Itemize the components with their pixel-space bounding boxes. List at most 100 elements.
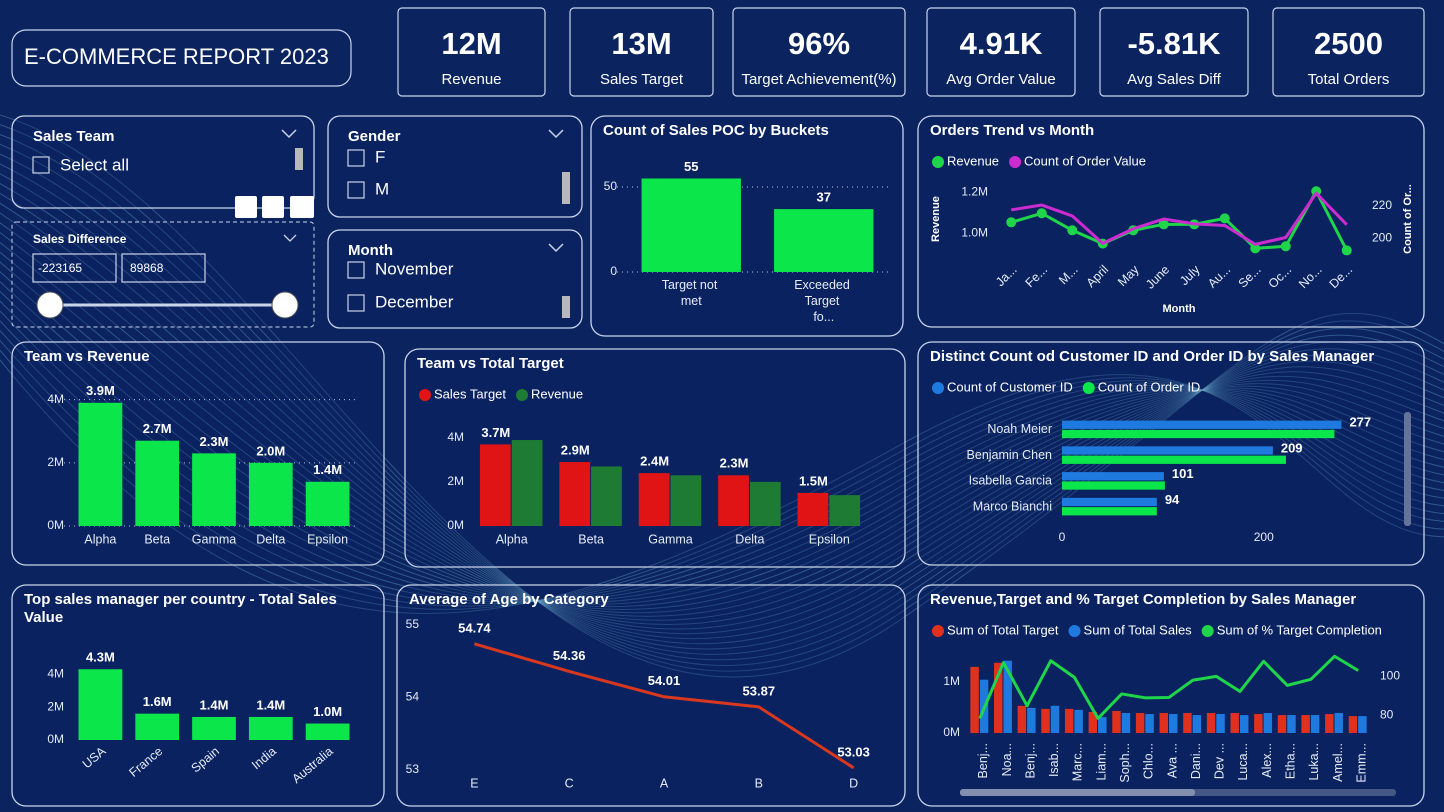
chart-panel (11, 584, 385, 807)
wave (0, 232, 1444, 617)
wave (0, 339, 1444, 607)
legend-label: Revenue (531, 386, 583, 401)
x-category-label: Target not met (662, 278, 721, 308)
bar (1062, 472, 1164, 481)
scrollbar[interactable] (295, 148, 303, 170)
scrollbar[interactable] (960, 789, 1195, 796)
report-title-box (11, 29, 352, 87)
more-icon[interactable] (290, 196, 314, 218)
bar (1358, 716, 1367, 733)
y2-tick-label: 80 (1380, 708, 1394, 722)
point (1219, 213, 1230, 224)
bar (591, 466, 622, 526)
point (1280, 241, 1291, 252)
filter-icon[interactable] (235, 196, 257, 218)
x-category-label: Benj... (976, 743, 990, 778)
y-tick-label: 50 (604, 179, 618, 193)
bar (1027, 707, 1036, 733)
legend-marker (1201, 625, 1214, 637)
legend-label: Sum of Total Sales (1084, 622, 1193, 637)
chevron[interactable] (548, 129, 564, 139)
y-tick-label: 2M (47, 455, 64, 469)
checkbox[interactable] (347, 149, 365, 167)
bar (994, 662, 1003, 733)
kpi-label: Target Achievement(%) (741, 71, 896, 88)
legend-label: Count of Order ID (1098, 379, 1201, 394)
data-label: 1.4M (200, 697, 229, 712)
slicer-panel (327, 115, 583, 218)
bar (1239, 715, 1249, 733)
scrollbar[interactable] (562, 172, 570, 204)
chevron[interactable] (283, 234, 297, 242)
checkbox[interactable] (347, 294, 365, 312)
chevron[interactable] (548, 243, 564, 253)
wave (0, 241, 1444, 614)
chart-title: Team vs Revenue (24, 348, 150, 365)
bar (1348, 716, 1358, 733)
slicer-item[interactable]: November (375, 259, 454, 278)
range-input[interactable] (121, 253, 206, 283)
data-label: 2.7M (143, 421, 172, 436)
bar (970, 666, 979, 733)
x-category-label: Etha... (1284, 743, 1298, 779)
focus-icon[interactable] (262, 196, 284, 218)
y-category-label: Noah Meier (987, 422, 1052, 436)
kpi-value: 96% (788, 26, 850, 61)
bar (1050, 705, 1060, 733)
slicer-item[interactable]: December (375, 292, 454, 311)
text-line: Exceeded (794, 278, 853, 292)
bar (774, 209, 874, 272)
bar (192, 716, 236, 740)
data-label: 277 (1349, 415, 1371, 430)
chevron[interactable] (281, 129, 297, 139)
bar (1206, 713, 1216, 733)
data-label: 54.36 (553, 648, 586, 663)
x-category-label: D (849, 776, 858, 790)
data-label: 55 (684, 159, 698, 174)
checkbox[interactable] (32, 156, 50, 174)
data-label: 37 (817, 190, 831, 205)
text-line: Target (805, 294, 843, 308)
bar (718, 475, 749, 526)
checkbox[interactable] (347, 261, 365, 279)
x-category-label: Marc... (1071, 743, 1085, 781)
legend-marker (932, 625, 944, 637)
bar (248, 716, 293, 740)
bar (1041, 708, 1050, 733)
x-category-label: Soph... (1118, 743, 1132, 783)
bar (797, 492, 829, 526)
legend-marker (1068, 625, 1081, 637)
bar (1334, 713, 1343, 733)
scrollbar[interactable] (1404, 412, 1411, 526)
chart-title: Count of Sales POC by Buckets (603, 122, 829, 139)
bar (1064, 708, 1074, 733)
x-category-label: Liam... (1094, 743, 1108, 781)
kpi-label: Sales Target (600, 71, 684, 88)
kpi-value: -5.81K (1127, 26, 1221, 61)
x-category-label: Isab... (1047, 743, 1061, 777)
y-tick-label: 53 (406, 762, 420, 776)
slicer-item[interactable]: Select all (60, 155, 129, 174)
slider-handle[interactable] (36, 291, 64, 319)
range-min: -223165 (38, 261, 82, 275)
slicer-item[interactable]: M (375, 179, 389, 198)
text-line: Value (24, 609, 63, 626)
line (1011, 191, 1348, 246)
legend-label: Sum of % Target Completion (1217, 622, 1382, 637)
scrollbar[interactable] (562, 296, 570, 318)
legend-marker (1082, 382, 1095, 394)
slicer-item[interactable]: F (375, 147, 385, 166)
kpi-label: Revenue (441, 71, 501, 88)
data-label: 94 (1165, 492, 1180, 507)
range-input[interactable] (32, 253, 117, 283)
bar (1062, 420, 1342, 429)
x-category-label: Alpha (84, 532, 116, 546)
slider-handle[interactable] (271, 291, 299, 319)
x-category-label: Noa... (1000, 743, 1014, 776)
y-axis-title: Revenue (930, 196, 942, 242)
x-category-label: C (565, 776, 574, 790)
checkbox[interactable] (347, 181, 365, 199)
chart-panel (396, 584, 906, 807)
legend-label: Count of Order Value (1024, 153, 1146, 168)
wave (0, 349, 1444, 610)
